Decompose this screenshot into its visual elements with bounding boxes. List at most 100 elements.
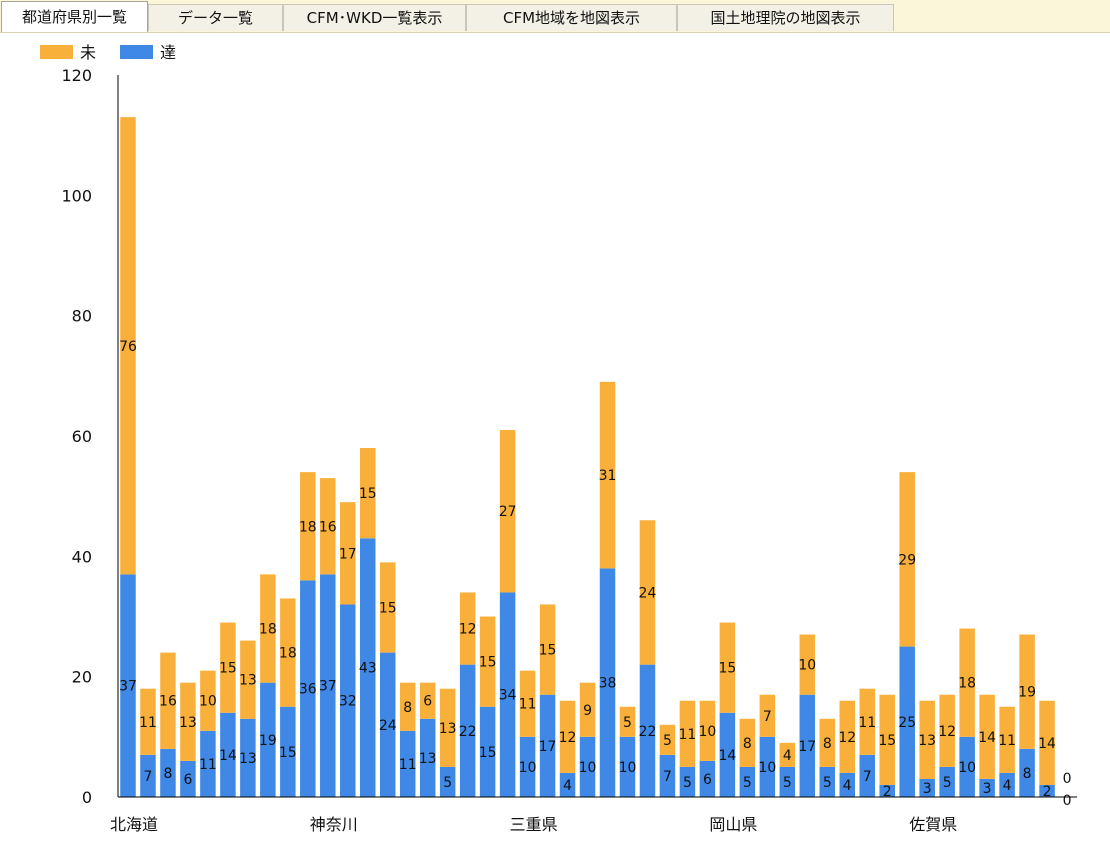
- bar-tatsu: [479, 706, 496, 797]
- data-label-mi: 9: [583, 703, 592, 719]
- data-label-mi: 10: [199, 694, 217, 710]
- bar-tatsu: [819, 766, 836, 797]
- bar-tatsu: [939, 766, 955, 797]
- data-label-mi: 8: [403, 700, 412, 716]
- bar-mi: [479, 616, 496, 707]
- y-tick-label: 80: [72, 307, 92, 326]
- bar-tatsu: [499, 592, 516, 797]
- bar-tatsu: [859, 754, 875, 797]
- data-label-tatsu: 7: [144, 769, 153, 785]
- y-tick-label: 0: [82, 788, 92, 807]
- bar-mi: [280, 598, 296, 707]
- data-label-mi: 15: [718, 661, 736, 677]
- data-label-tatsu: 19: [259, 733, 277, 749]
- bar-mi: [839, 700, 856, 773]
- data-label-tatsu: 14: [219, 748, 237, 764]
- bar-mi: [979, 694, 995, 779]
- tab-data-list[interactable]: データ一覧: [148, 4, 283, 31]
- data-label-tatsu: 5: [683, 775, 692, 791]
- bar-mi: [759, 694, 776, 737]
- x-tick-label: 佐賀県: [909, 815, 957, 834]
- data-label-tatsu: 4: [1003, 778, 1012, 794]
- data-label-mi: 19: [1018, 685, 1036, 701]
- data-label-tatsu: 34: [499, 688, 517, 704]
- bar-tatsu: [240, 718, 256, 797]
- x-tick-label: 北海道: [110, 815, 158, 834]
- bar-tatsu: [300, 580, 316, 797]
- data-label-tatsu: 36: [299, 682, 317, 698]
- data-label-tatsu: 17: [539, 739, 557, 755]
- bar-tatsu: [619, 736, 636, 797]
- data-label-tatsu: 8: [1023, 766, 1032, 782]
- bar-tatsu: [839, 772, 856, 797]
- data-label-tatsu: 13: [239, 751, 257, 767]
- bar-mi: [419, 682, 436, 719]
- legend-label-mi: 未: [80, 43, 96, 62]
- bar-mi: [959, 628, 975, 737]
- tab-bar: 都道府県別一覧 データ一覧 CFM･WKD一覧表示 CFM地域を地図表示 国土地…: [0, 0, 1110, 33]
- bar-tatsu: [120, 574, 136, 797]
- data-label-mi: 4: [783, 748, 792, 764]
- bar-tatsu: [639, 664, 656, 797]
- bar-mi: [559, 700, 576, 773]
- bar-mi: [300, 472, 316, 581]
- tab-gsi-map[interactable]: 国土地理院の地図表示: [677, 4, 894, 31]
- data-label-mi: 15: [539, 643, 557, 659]
- data-label-mi: 16: [159, 694, 177, 710]
- bar-tatsu: [599, 568, 616, 797]
- bar-tatsu: [919, 778, 935, 797]
- bar-mi: [539, 604, 556, 695]
- bar-mi: [439, 688, 456, 767]
- legend-label-tatsu: 達: [160, 43, 176, 62]
- bar-mi: [879, 694, 895, 785]
- bar-mi: [939, 694, 955, 767]
- data-label-mi: 18: [299, 519, 317, 535]
- bar-tatsu: [280, 706, 296, 797]
- y-axis: 0 20 40 60 80 100 120: [61, 66, 119, 807]
- data-label-tatsu: 37: [119, 679, 137, 695]
- data-label-mi: 10: [698, 724, 716, 740]
- data-label-tatsu: 15: [479, 745, 497, 761]
- bar-mi: [140, 688, 156, 755]
- bar-tatsu: [779, 766, 796, 797]
- data-label-mi: 6: [423, 694, 432, 710]
- bar-tatsu: [1039, 784, 1055, 797]
- data-label-mi: 12: [459, 622, 477, 638]
- bar-tatsu: [899, 646, 915, 797]
- bar-tatsu: [379, 652, 396, 797]
- data-label-tatsu: 5: [443, 775, 452, 791]
- data-label-mi: 8: [743, 736, 752, 752]
- bar-mi: [120, 117, 136, 575]
- bar-mi: [819, 718, 836, 767]
- data-label-mi: 15: [219, 661, 237, 677]
- bar-tatsu: [739, 766, 756, 797]
- tab-cfm-region-map[interactable]: CFM地域を地図表示: [466, 4, 677, 31]
- data-label-mi: 13: [239, 673, 257, 689]
- bar-mi: [639, 520, 656, 665]
- x-tick-label: 岡山県: [709, 815, 757, 834]
- bar-mi: [180, 682, 196, 761]
- data-label-tatsu: 7: [863, 769, 872, 785]
- bar-tatsu: [1019, 748, 1035, 797]
- bar-tatsu: [559, 772, 576, 797]
- bar-mi: [379, 562, 396, 653]
- data-label-tatsu: 11: [399, 757, 417, 773]
- tab-cfm-wkd-list[interactable]: CFM･WKD一覧表示: [283, 4, 466, 31]
- bar-mi: [699, 700, 716, 761]
- bar-mi: [659, 724, 676, 755]
- data-label-tatsu: 22: [639, 724, 657, 740]
- data-label-mi: 14: [978, 730, 996, 746]
- bar-tatsu: [360, 538, 376, 797]
- data-label-mi: 10: [798, 658, 816, 674]
- tab-prefecture-list[interactable]: 都道府県別一覧: [1, 1, 148, 32]
- y-tick-label: 60: [72, 427, 92, 446]
- bar-tatsu: [340, 604, 356, 797]
- bar-mi: [999, 706, 1015, 773]
- data-label-mi: 7: [763, 709, 772, 725]
- bar-tatsu: [419, 718, 436, 797]
- data-label-tatsu: 43: [359, 661, 377, 677]
- y-tick-label: 40: [72, 547, 92, 566]
- data-label-mi: 8: [823, 736, 832, 752]
- bar-mi: [200, 670, 216, 731]
- data-label-tatsu: 6: [183, 772, 192, 788]
